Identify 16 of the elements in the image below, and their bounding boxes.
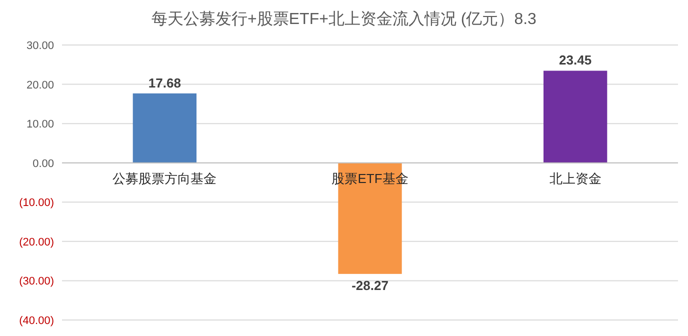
y-tick-label: 0.00 [32, 158, 54, 170]
y-tick-label: 30.00 [26, 40, 54, 52]
y-tick-label: (30.00) [19, 276, 54, 288]
y-tick-label: (40.00) [19, 315, 54, 327]
x-tick-label: 公募股票方向基金 [112, 170, 217, 186]
y-tick-label: (20.00) [19, 236, 54, 248]
y-tick-label: 20.00 [26, 79, 54, 92]
bar [132, 93, 196, 163]
data-label: 23.45 [559, 52, 592, 68]
y-tick-label: (10.00) [19, 197, 54, 210]
bar [544, 70, 608, 163]
y-tick-label: 10.00 [26, 118, 54, 131]
data-label: 17.68 [148, 75, 181, 90]
x-tick-label: 北上资金 [549, 170, 602, 186]
data-label: -28.27 [352, 278, 388, 293]
chart-title: 每天公募发行+股票ETF+北上资金流入情况 (亿元）8.3 [152, 10, 537, 28]
